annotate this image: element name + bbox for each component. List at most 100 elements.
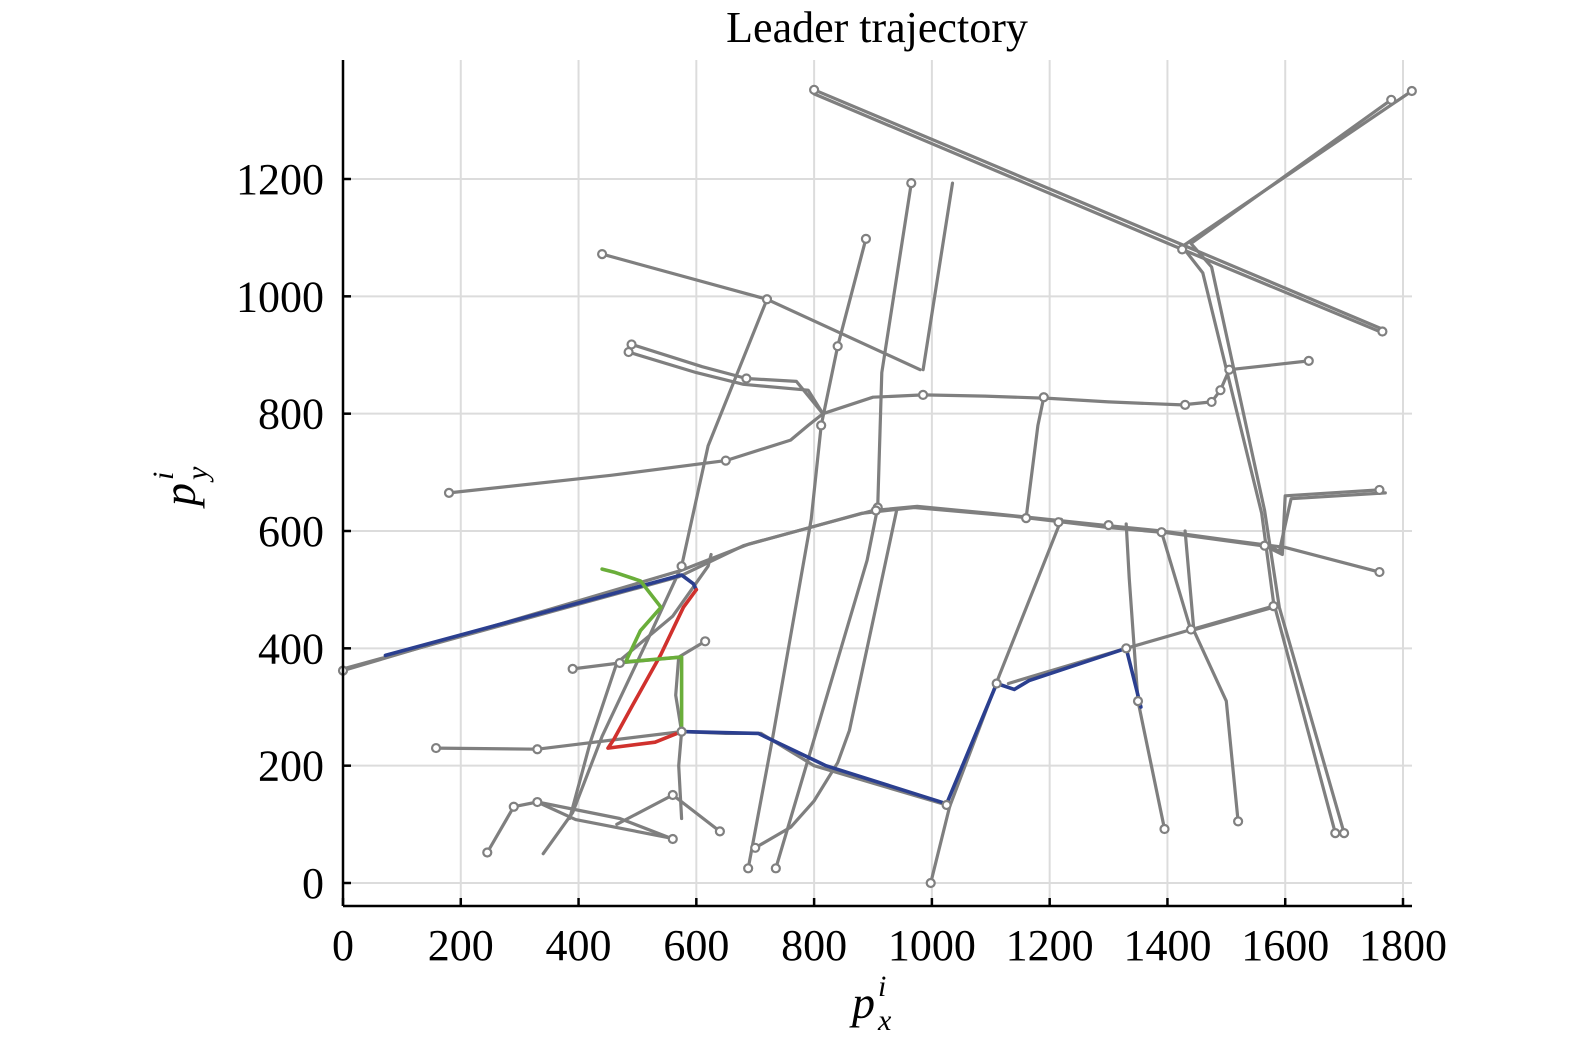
road-segment bbox=[341, 505, 1264, 671]
road-node bbox=[750, 842, 761, 853]
y-axis-label: p i y bbox=[147, 466, 214, 509]
x-tick-label: 600 bbox=[663, 921, 729, 970]
road-segment bbox=[447, 412, 825, 495]
road-node bbox=[1038, 392, 1049, 403]
x-tick-label: 1600 bbox=[1241, 921, 1329, 970]
road-network bbox=[341, 88, 1414, 885]
road-node bbox=[1339, 828, 1350, 839]
road-node bbox=[906, 178, 917, 189]
road-segment bbox=[753, 508, 899, 850]
road-node bbox=[1268, 600, 1279, 612]
road-node bbox=[676, 726, 687, 737]
road-node bbox=[700, 636, 711, 647]
road-node bbox=[860, 233, 872, 244]
road-node bbox=[482, 847, 493, 858]
x-axis-label-sup: i bbox=[878, 970, 886, 1003]
y-tick-label: 0 bbox=[302, 859, 324, 908]
road-node bbox=[1259, 540, 1270, 551]
road-node bbox=[761, 294, 773, 305]
road-node bbox=[430, 742, 442, 754]
road-segment bbox=[929, 517, 1064, 885]
road-node bbox=[532, 796, 543, 808]
x-tick-labels: 0 200 400 600 800 1000 1200 1400 1600 1800 bbox=[332, 921, 1447, 970]
chart-title: Leader trajectory bbox=[726, 3, 1028, 52]
leader-path-segment bbox=[606, 587, 699, 750]
road-node bbox=[743, 863, 754, 874]
y-tick-labels: 0 200 400 600 800 1000 1200 bbox=[236, 155, 324, 908]
y-tick-label: 1000 bbox=[236, 272, 324, 321]
y-tick-label: 1200 bbox=[236, 155, 324, 204]
road-node bbox=[1021, 512, 1032, 524]
y-axis-label-base: p bbox=[154, 483, 205, 509]
x-tick-label: 0 bbox=[332, 921, 354, 970]
x-tick-label: 1200 bbox=[1006, 921, 1094, 970]
road-node bbox=[676, 561, 687, 572]
grid-lines bbox=[342, 60, 1412, 906]
x-tick-label: 1000 bbox=[888, 921, 976, 970]
x-tick-label: 800 bbox=[781, 921, 847, 970]
road-node bbox=[623, 346, 634, 358]
road-segment bbox=[1262, 491, 1387, 554]
road-node bbox=[1303, 355, 1314, 366]
road-node bbox=[1330, 828, 1341, 839]
road-segment bbox=[821, 359, 1311, 416]
y-tick-label: 400 bbox=[258, 624, 324, 673]
road-node bbox=[1053, 517, 1064, 528]
road-segment bbox=[921, 181, 955, 372]
leader-path-segment bbox=[679, 646, 1143, 806]
road-node bbox=[567, 663, 578, 674]
y-tick-label: 800 bbox=[258, 390, 324, 439]
road-node bbox=[1206, 396, 1217, 408]
road-node bbox=[832, 341, 843, 352]
y-tick-label: 200 bbox=[258, 742, 324, 791]
road-segment bbox=[1183, 529, 1240, 824]
y-axis-label-sub: y bbox=[181, 466, 214, 483]
road-segment bbox=[812, 88, 1387, 332]
road-node bbox=[532, 744, 543, 755]
road-node bbox=[1180, 399, 1191, 410]
road-segment bbox=[626, 350, 825, 416]
x-tick-label: 1400 bbox=[1123, 921, 1211, 970]
road-node bbox=[720, 455, 731, 466]
leader-path-segment bbox=[600, 567, 684, 734]
road-node bbox=[614, 657, 625, 669]
road-node bbox=[1374, 566, 1385, 578]
x-tick-label: 1800 bbox=[1359, 921, 1447, 970]
y-axis-label-sup: i bbox=[147, 472, 180, 480]
x-axis-label: p i x bbox=[849, 970, 892, 1037]
road-node bbox=[809, 84, 820, 95]
road-node bbox=[508, 801, 519, 812]
road-node bbox=[1156, 527, 1167, 538]
road-segment bbox=[1124, 522, 1167, 831]
road-node bbox=[1121, 643, 1132, 654]
road-segment bbox=[615, 793, 722, 834]
road-node bbox=[941, 799, 952, 811]
road-node bbox=[1215, 385, 1226, 396]
road-node bbox=[1103, 520, 1114, 531]
road-node bbox=[1224, 364, 1235, 375]
road-segment bbox=[568, 552, 713, 821]
road-node bbox=[870, 505, 882, 516]
x-axis-label-base: p bbox=[849, 977, 875, 1028]
road-node bbox=[1159, 823, 1170, 835]
road-node bbox=[1185, 624, 1197, 635]
road-node bbox=[1377, 326, 1388, 337]
x-tick-label: 200 bbox=[428, 921, 494, 970]
road-node bbox=[1132, 696, 1144, 707]
road-segment bbox=[1159, 530, 1276, 633]
road-node bbox=[770, 863, 781, 874]
road-segment bbox=[1180, 89, 1414, 835]
road-node bbox=[1386, 94, 1397, 105]
road-segment bbox=[1189, 98, 1393, 835]
axes bbox=[341, 60, 1412, 908]
road-node bbox=[443, 487, 455, 498]
road-node bbox=[1374, 484, 1385, 496]
road-segment bbox=[535, 800, 678, 841]
road-node bbox=[925, 877, 936, 889]
road-node bbox=[991, 678, 1002, 689]
road-node bbox=[1177, 244, 1188, 255]
road-node bbox=[667, 789, 678, 801]
road-node bbox=[597, 248, 608, 260]
road-segment bbox=[746, 237, 868, 870]
